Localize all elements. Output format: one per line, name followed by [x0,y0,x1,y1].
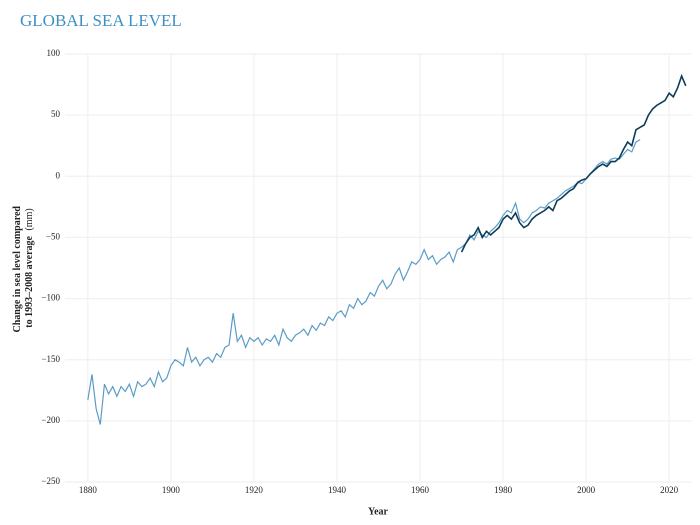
series-line [460,73,687,253]
y-tick-label: −150 [41,354,60,364]
x-tick-label: 1920 [245,485,264,495]
y-axis-unit: (mm) [24,208,35,230]
x-tick-label: 1900 [162,485,181,495]
x-tick-label: 1880 [79,485,98,495]
x-tick-label: 1940 [328,485,347,495]
y-axis-title-line: to 1993–2008 average [24,235,35,327]
y-tick-label: 100 [47,48,61,58]
x-tick-label: 1980 [494,485,513,495]
y-tick-label: −50 [46,231,61,241]
y-tick-label: 0 [56,170,61,180]
y-tick-label: −250 [41,476,60,486]
chart-title: GLOBAL SEA LEVEL [20,11,182,30]
y-axis-title-line: Change in sea level compared [12,206,23,333]
y-tick-label: −200 [41,415,60,425]
x-tick-label: 2000 [577,485,596,495]
x-axis-title: Year [368,506,389,517]
y-tick-label: 50 [51,109,61,119]
x-tick-label: 2020 [660,485,679,495]
series-line [87,139,641,425]
y-tick-label: −100 [41,293,60,303]
y-axis-title: Change in sea level compared to 1993–200… [12,204,35,333]
x-tick-label: 1960 [411,485,430,495]
